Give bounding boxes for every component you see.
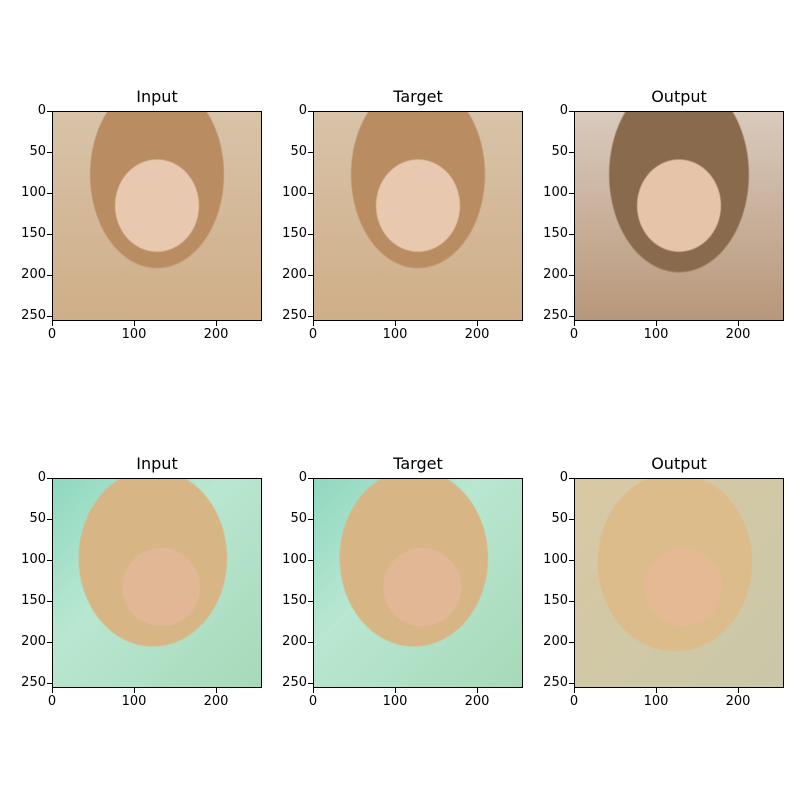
x-tick-label: 0 <box>554 321 594 342</box>
panel-title: Input <box>136 454 178 473</box>
x-tick-label: 200 <box>457 321 497 342</box>
y-tick-label: 150 <box>267 227 313 241</box>
y-tick-label: 0 <box>528 104 574 118</box>
y-tick-label: 50 <box>528 145 574 159</box>
x-tick-label: 200 <box>718 688 758 709</box>
y-tick-label: 200 <box>6 268 52 282</box>
face-image <box>314 479 522 687</box>
panel-title: Output <box>651 454 707 473</box>
panel-row2-target: Target 0 50 100 150 200 250 0 100 200 <box>282 454 573 758</box>
x-tick-label: 100 <box>636 321 676 342</box>
x-tick-label: 100 <box>636 688 676 709</box>
y-tick-label: 250 <box>6 309 52 323</box>
y-tick-label: 150 <box>6 594 52 608</box>
x-tick-label: 0 <box>32 688 72 709</box>
panel-title: Output <box>651 87 707 106</box>
y-tick-label: 250 <box>528 676 574 690</box>
y-tick-label: 50 <box>267 145 313 159</box>
x-tick-label: 100 <box>375 688 415 709</box>
y-tick-label: 200 <box>267 635 313 649</box>
y-tick-label: 150 <box>528 227 574 241</box>
y-tick-label: 100 <box>528 553 574 567</box>
image-axes <box>313 478 523 688</box>
y-tick-label: 100 <box>267 553 313 567</box>
y-tick-label: 0 <box>267 104 313 118</box>
x-tick-label: 100 <box>114 321 154 342</box>
face-image <box>53 479 261 687</box>
x-tick-label: 200 <box>457 688 497 709</box>
y-tick-label: 100 <box>267 186 313 200</box>
y-tick-label: 200 <box>6 635 52 649</box>
y-tick-label: 250 <box>267 309 313 323</box>
panel-title: Target <box>393 454 443 473</box>
y-tick-label: 0 <box>528 471 574 485</box>
image-axes <box>313 111 523 321</box>
panel-row2-output: Output 0 50 100 150 200 250 0 100 200 <box>543 454 800 758</box>
panel-row1-target: Target 0 50 100 150 200 250 0 100 200 <box>282 87 573 391</box>
x-tick-label: 0 <box>554 688 594 709</box>
panel-row1-input: Input 0 50 100 150 200 250 0 100 200 <box>21 87 312 391</box>
face-image <box>53 112 261 320</box>
y-tick-label: 250 <box>6 676 52 690</box>
y-tick-label: 150 <box>267 594 313 608</box>
face-image <box>575 112 783 320</box>
panel-row2-input: Input 0 50 100 150 200 250 0 100 200 <box>21 454 312 758</box>
image-axes <box>52 111 262 321</box>
y-tick-label: 200 <box>267 268 313 282</box>
y-tick-label: 100 <box>6 186 52 200</box>
y-tick-label: 100 <box>528 186 574 200</box>
x-tick-label: 200 <box>718 321 758 342</box>
y-tick-label: 150 <box>528 594 574 608</box>
y-tick-label: 200 <box>528 635 574 649</box>
y-tick-label: 50 <box>6 512 52 526</box>
x-tick-label: 100 <box>114 688 154 709</box>
y-tick-label: 200 <box>528 268 574 282</box>
panel-row1-output: Output 0 50 100 150 200 250 0 100 200 <box>543 87 800 391</box>
y-tick-label: 0 <box>6 471 52 485</box>
image-axes <box>52 478 262 688</box>
x-tick-label: 0 <box>293 321 333 342</box>
y-tick-label: 50 <box>6 145 52 159</box>
x-tick-label: 0 <box>32 321 72 342</box>
y-tick-label: 0 <box>267 471 313 485</box>
x-tick-label: 200 <box>196 688 236 709</box>
image-axes <box>574 478 784 688</box>
y-tick-label: 150 <box>6 227 52 241</box>
x-tick-label: 100 <box>375 321 415 342</box>
y-tick-label: 100 <box>6 553 52 567</box>
y-tick-label: 250 <box>267 676 313 690</box>
panel-title: Target <box>393 87 443 106</box>
x-tick-label: 200 <box>196 321 236 342</box>
y-tick-label: 50 <box>528 512 574 526</box>
face-image <box>575 479 783 687</box>
panel-title: Input <box>136 87 178 106</box>
face-image <box>314 112 522 320</box>
x-tick-label: 0 <box>293 688 333 709</box>
y-tick-label: 50 <box>267 512 313 526</box>
image-axes <box>574 111 784 321</box>
y-tick-label: 0 <box>6 104 52 118</box>
y-tick-label: 250 <box>528 309 574 323</box>
